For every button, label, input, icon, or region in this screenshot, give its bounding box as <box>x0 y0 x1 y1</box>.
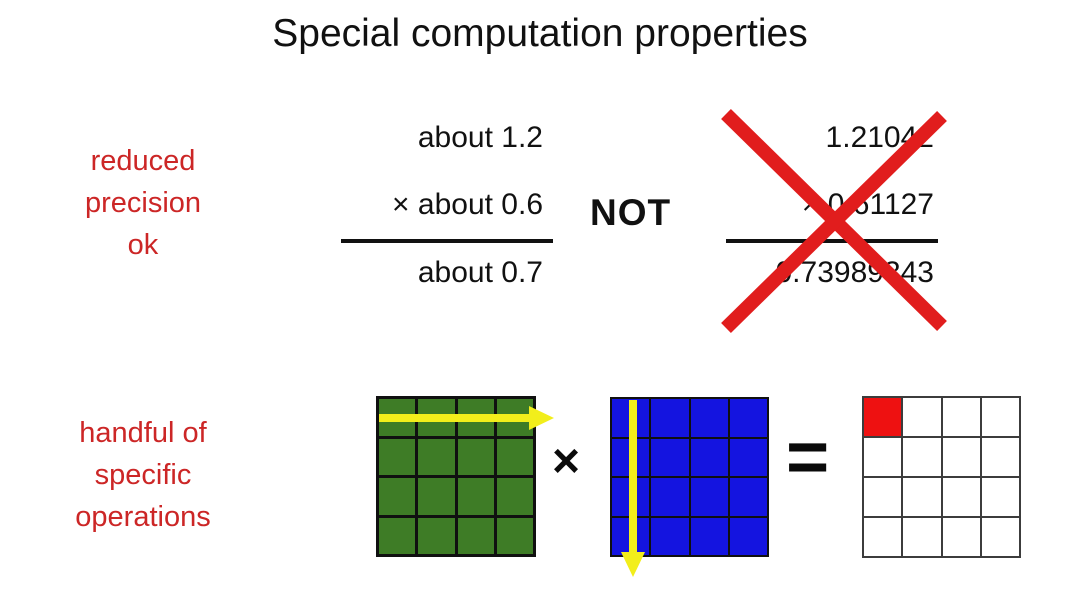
matrix-cell <box>903 438 941 476</box>
matrix-cell <box>903 398 941 436</box>
matrix-cell <box>457 438 494 475</box>
matrix-cell <box>690 399 728 437</box>
matrix-cell <box>729 478 767 516</box>
matrix-cell <box>496 438 533 475</box>
approximate-multiplication: about 1.2 × about 0.6 about 0.7 <box>341 120 553 300</box>
matrix-cell <box>981 438 1019 476</box>
matrix-cell <box>690 438 728 476</box>
matrix-cell <box>942 518 980 556</box>
matrix-cell <box>981 518 1019 556</box>
column-arrow-icon <box>621 400 645 577</box>
specific-operations-label: handful of specific operations <box>75 417 211 533</box>
matrix-cell <box>457 478 494 515</box>
matrix-cell <box>651 399 689 437</box>
approx-operand-1: about 1.2 <box>417 121 543 154</box>
matrix-cell <box>651 438 689 476</box>
matrix-cell <box>864 518 902 556</box>
matrix-c-result <box>862 396 1021 558</box>
matrix-cell <box>981 478 1019 516</box>
exact-fraction-rule <box>726 239 938 243</box>
matrix-cell <box>729 399 767 437</box>
matrix-cell <box>418 438 455 475</box>
matrix-cell <box>729 517 767 555</box>
slide-title: Special computation properties <box>272 12 808 55</box>
matrix-cell <box>418 478 455 515</box>
matrix-times-symbol: × <box>552 435 581 488</box>
matrix-cell <box>379 438 416 475</box>
matrix-cell <box>651 517 689 555</box>
matrix-cell <box>864 398 902 436</box>
matrix-cell <box>864 438 902 476</box>
matrix-cell <box>457 517 494 554</box>
matrix-cell <box>981 398 1019 436</box>
matrix-cell <box>903 518 941 556</box>
matrix-cell <box>651 478 689 516</box>
exact-multiplication: 1.21042 × 0.61127 0.73989343 <box>726 120 938 300</box>
matrix-cell <box>418 517 455 554</box>
row-arrow-icon <box>379 406 554 430</box>
matrix-cell <box>903 478 941 516</box>
matrix-cell <box>942 398 980 436</box>
matrix-cell <box>496 478 533 515</box>
matrix-equals-symbol: = <box>786 415 830 498</box>
red-cross-icon <box>721 109 947 333</box>
matrix-cell <box>729 438 767 476</box>
matrix-cell <box>864 478 902 516</box>
not-label: NOT <box>590 192 672 233</box>
approx-fraction-rule <box>341 239 553 243</box>
approx-result: about 0.7 <box>417 256 543 289</box>
matrix-cell <box>379 478 416 515</box>
matrix-cell <box>690 478 728 516</box>
matrix-cell <box>496 517 533 554</box>
matrix-cell <box>942 478 980 516</box>
approx-operand-2: × about 0.6 <box>392 188 543 221</box>
matrix-cell <box>690 517 728 555</box>
matrix-cell <box>942 438 980 476</box>
reduced-precision-label: reduced precision ok <box>84 145 202 261</box>
matrix-cell <box>379 517 416 554</box>
